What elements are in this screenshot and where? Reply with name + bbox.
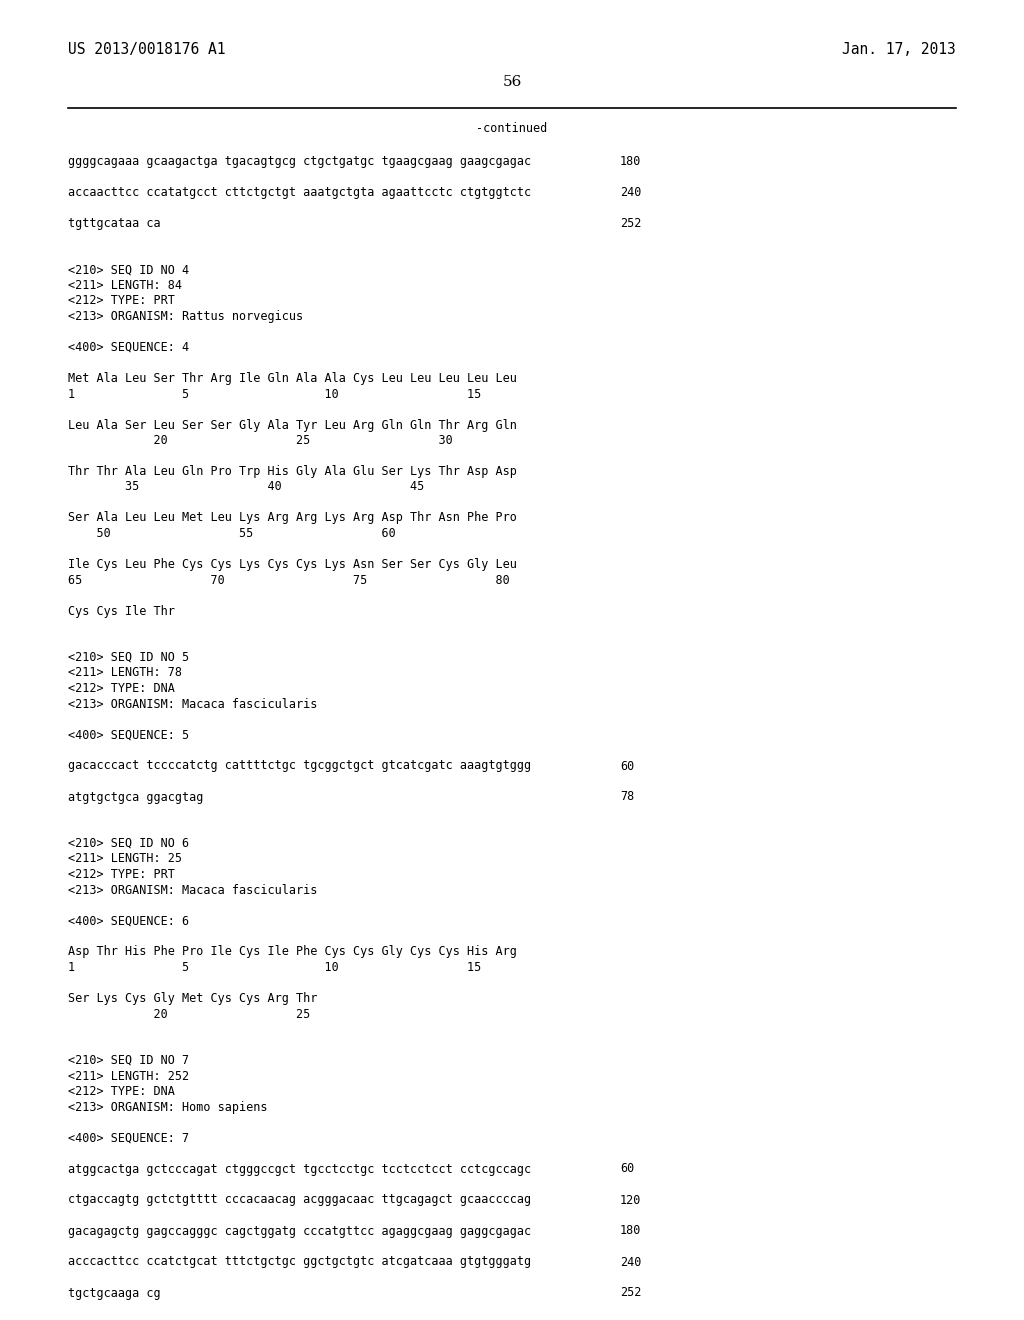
Text: 35                  40                  45: 35 40 45 xyxy=(68,480,424,494)
Text: <210> SEQ ID NO 6: <210> SEQ ID NO 6 xyxy=(68,837,189,850)
Text: tgttgcataa ca: tgttgcataa ca xyxy=(68,216,161,230)
Text: 252: 252 xyxy=(620,216,641,230)
Text: Ile Cys Leu Phe Cys Cys Lys Cys Cys Lys Asn Ser Ser Cys Gly Leu: Ile Cys Leu Phe Cys Cys Lys Cys Cys Lys … xyxy=(68,558,517,572)
Text: <213> ORGANISM: Macaca fascicularis: <213> ORGANISM: Macaca fascicularis xyxy=(68,697,317,710)
Text: <400> SEQUENCE: 7: <400> SEQUENCE: 7 xyxy=(68,1131,189,1144)
Text: <400> SEQUENCE: 6: <400> SEQUENCE: 6 xyxy=(68,915,189,928)
Text: 50                  55                  60: 50 55 60 xyxy=(68,527,395,540)
Text: <213> ORGANISM: Homo sapiens: <213> ORGANISM: Homo sapiens xyxy=(68,1101,267,1114)
Text: atggcactga gctcccagat ctgggccgct tgcctcctgc tcctcctcct cctcgccagc: atggcactga gctcccagat ctgggccgct tgcctcc… xyxy=(68,1163,531,1176)
Text: <213> ORGANISM: Macaca fascicularis: <213> ORGANISM: Macaca fascicularis xyxy=(68,883,317,896)
Text: <210> SEQ ID NO 5: <210> SEQ ID NO 5 xyxy=(68,651,189,664)
Text: Jan. 17, 2013: Jan. 17, 2013 xyxy=(843,42,956,57)
Text: 180: 180 xyxy=(620,1225,641,1238)
Text: 1               5                   10                  15: 1 5 10 15 xyxy=(68,961,481,974)
Text: <212> TYPE: DNA: <212> TYPE: DNA xyxy=(68,1085,175,1098)
Text: 60: 60 xyxy=(620,1163,634,1176)
Text: <211> LENGTH: 78: <211> LENGTH: 78 xyxy=(68,667,182,680)
Text: Asp Thr His Phe Pro Ile Cys Ile Phe Cys Cys Gly Cys Cys His Arg: Asp Thr His Phe Pro Ile Cys Ile Phe Cys … xyxy=(68,945,517,958)
Text: <211> LENGTH: 252: <211> LENGTH: 252 xyxy=(68,1069,189,1082)
Text: <211> LENGTH: 84: <211> LENGTH: 84 xyxy=(68,279,182,292)
Text: <213> ORGANISM: Rattus norvegicus: <213> ORGANISM: Rattus norvegicus xyxy=(68,310,303,323)
Text: 56: 56 xyxy=(503,75,521,88)
Text: <211> LENGTH: 25: <211> LENGTH: 25 xyxy=(68,853,182,866)
Text: Ser Ala Leu Leu Met Leu Lys Arg Arg Lys Arg Asp Thr Asn Phe Pro: Ser Ala Leu Leu Met Leu Lys Arg Arg Lys … xyxy=(68,511,517,524)
Text: 240: 240 xyxy=(620,1255,641,1269)
Text: <210> SEQ ID NO 4: <210> SEQ ID NO 4 xyxy=(68,264,189,276)
Text: gacacccact tccccatctg cattttctgc tgcggctgct gtcatcgatc aaagtgtggg: gacacccact tccccatctg cattttctgc tgcggct… xyxy=(68,759,531,772)
Text: <400> SEQUENCE: 4: <400> SEQUENCE: 4 xyxy=(68,341,189,354)
Text: atgtgctgca ggacgtag: atgtgctgca ggacgtag xyxy=(68,791,204,804)
Text: ctgaccagtg gctctgtttt cccacaacag acgggacaac ttgcagagct gcaaccccag: ctgaccagtg gctctgtttt cccacaacag acgggac… xyxy=(68,1193,531,1206)
Text: <212> TYPE: DNA: <212> TYPE: DNA xyxy=(68,682,175,696)
Text: Thr Thr Ala Leu Gln Pro Trp His Gly Ala Glu Ser Lys Thr Asp Asp: Thr Thr Ala Leu Gln Pro Trp His Gly Ala … xyxy=(68,465,517,478)
Text: 1               5                   10                  15: 1 5 10 15 xyxy=(68,388,481,400)
Text: <400> SEQUENCE: 5: <400> SEQUENCE: 5 xyxy=(68,729,189,742)
Text: 120: 120 xyxy=(620,1193,641,1206)
Text: 180: 180 xyxy=(620,154,641,168)
Text: 252: 252 xyxy=(620,1287,641,1299)
Text: 20                  25: 20 25 xyxy=(68,1007,310,1020)
Text: <212> TYPE: PRT: <212> TYPE: PRT xyxy=(68,294,175,308)
Text: 240: 240 xyxy=(620,186,641,199)
Text: 78: 78 xyxy=(620,791,634,804)
Text: Cys Cys Ile Thr: Cys Cys Ile Thr xyxy=(68,605,175,618)
Text: ggggcagaaa gcaagactga tgacagtgcg ctgctgatgc tgaagcgaag gaagcgagac: ggggcagaaa gcaagactga tgacagtgcg ctgctga… xyxy=(68,154,531,168)
Text: Met Ala Leu Ser Thr Arg Ile Gln Ala Ala Cys Leu Leu Leu Leu Leu: Met Ala Leu Ser Thr Arg Ile Gln Ala Ala … xyxy=(68,372,517,385)
Text: tgctgcaaga cg: tgctgcaaga cg xyxy=(68,1287,161,1299)
Text: gacagagctg gagccagggc cagctggatg cccatgttcc agaggcgaag gaggcgagac: gacagagctg gagccagggc cagctggatg cccatgt… xyxy=(68,1225,531,1238)
Text: <212> TYPE: PRT: <212> TYPE: PRT xyxy=(68,869,175,880)
Text: US 2013/0018176 A1: US 2013/0018176 A1 xyxy=(68,42,225,57)
Text: 60: 60 xyxy=(620,759,634,772)
Text: 65                  70                  75                  80: 65 70 75 80 xyxy=(68,573,510,586)
Text: accaacttcc ccatatgcct cttctgctgt aaatgctgta agaattcctc ctgtggtctc: accaacttcc ccatatgcct cttctgctgt aaatgct… xyxy=(68,186,531,199)
Text: <210> SEQ ID NO 7: <210> SEQ ID NO 7 xyxy=(68,1053,189,1067)
Text: Leu Ala Ser Leu Ser Ser Gly Ala Tyr Leu Arg Gln Gln Thr Arg Gln: Leu Ala Ser Leu Ser Ser Gly Ala Tyr Leu … xyxy=(68,418,517,432)
Text: Ser Lys Cys Gly Met Cys Cys Arg Thr: Ser Lys Cys Gly Met Cys Cys Arg Thr xyxy=(68,993,317,1005)
Text: -continued: -continued xyxy=(476,121,548,135)
Text: acccacttcc ccatctgcat tttctgctgc ggctgctgtc atcgatcaaa gtgtgggatg: acccacttcc ccatctgcat tttctgctgc ggctgct… xyxy=(68,1255,531,1269)
Text: 20                  25                  30: 20 25 30 xyxy=(68,434,453,447)
